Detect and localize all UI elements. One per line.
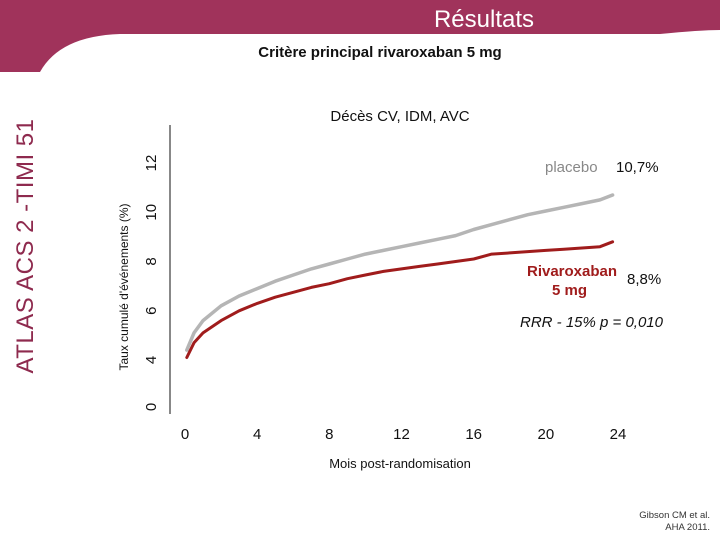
header-banner-shape <box>0 0 720 72</box>
header-banner <box>0 0 720 72</box>
rrr-annotation: RRR - 15% p = 0,010 <box>520 314 664 331</box>
chart-axes: 0 4 6 8 10 12 0 4 8 12 16 20 24 <box>143 125 626 443</box>
rivaroxaban-value: 8,8% <box>627 271 661 288</box>
y-tick-label: 0 <box>143 403 160 411</box>
rivaroxaban-label-line1: Rivaroxaban <box>527 263 617 280</box>
series-layer <box>185 193 615 359</box>
y-tick-label: 8 <box>143 257 160 265</box>
page-title: Résultats <box>433 6 534 33</box>
rivaroxaban-series-line <box>185 240 615 359</box>
placebo-label: placebo <box>545 159 598 176</box>
x-tick-label: 12 <box>393 426 410 443</box>
citation-line2: AHA 2011. <box>665 522 710 533</box>
x-tick-label: 20 <box>537 426 554 443</box>
x-tick-label: 16 <box>465 426 482 443</box>
x-tick-label: 8 <box>325 426 333 443</box>
x-tick-label: 0 <box>181 426 189 443</box>
y-tick-label: 4 <box>143 356 160 364</box>
x-tick-label: 24 <box>610 426 627 443</box>
rivaroxaban-label-line2: 5 mg <box>552 282 587 299</box>
placebo-series-line <box>185 193 615 352</box>
y-tick-label: 10 <box>143 204 160 221</box>
y-tick-label: 6 <box>143 307 160 315</box>
x-tick-label: 4 <box>253 426 261 443</box>
y-tick-label: 12 <box>143 155 160 172</box>
chart-title: Décès CV, IDM, AVC <box>330 108 469 125</box>
placebo-value: 10,7% <box>616 159 659 176</box>
page-subtitle: Critère principal rivaroxaban 5 mg <box>258 44 502 61</box>
citation-line1: Gibson CM et al. <box>639 510 710 521</box>
x-axis-title: Mois post-randomisation <box>329 456 471 471</box>
citation: Gibson CM et al. AHA 2011. <box>639 510 710 534</box>
